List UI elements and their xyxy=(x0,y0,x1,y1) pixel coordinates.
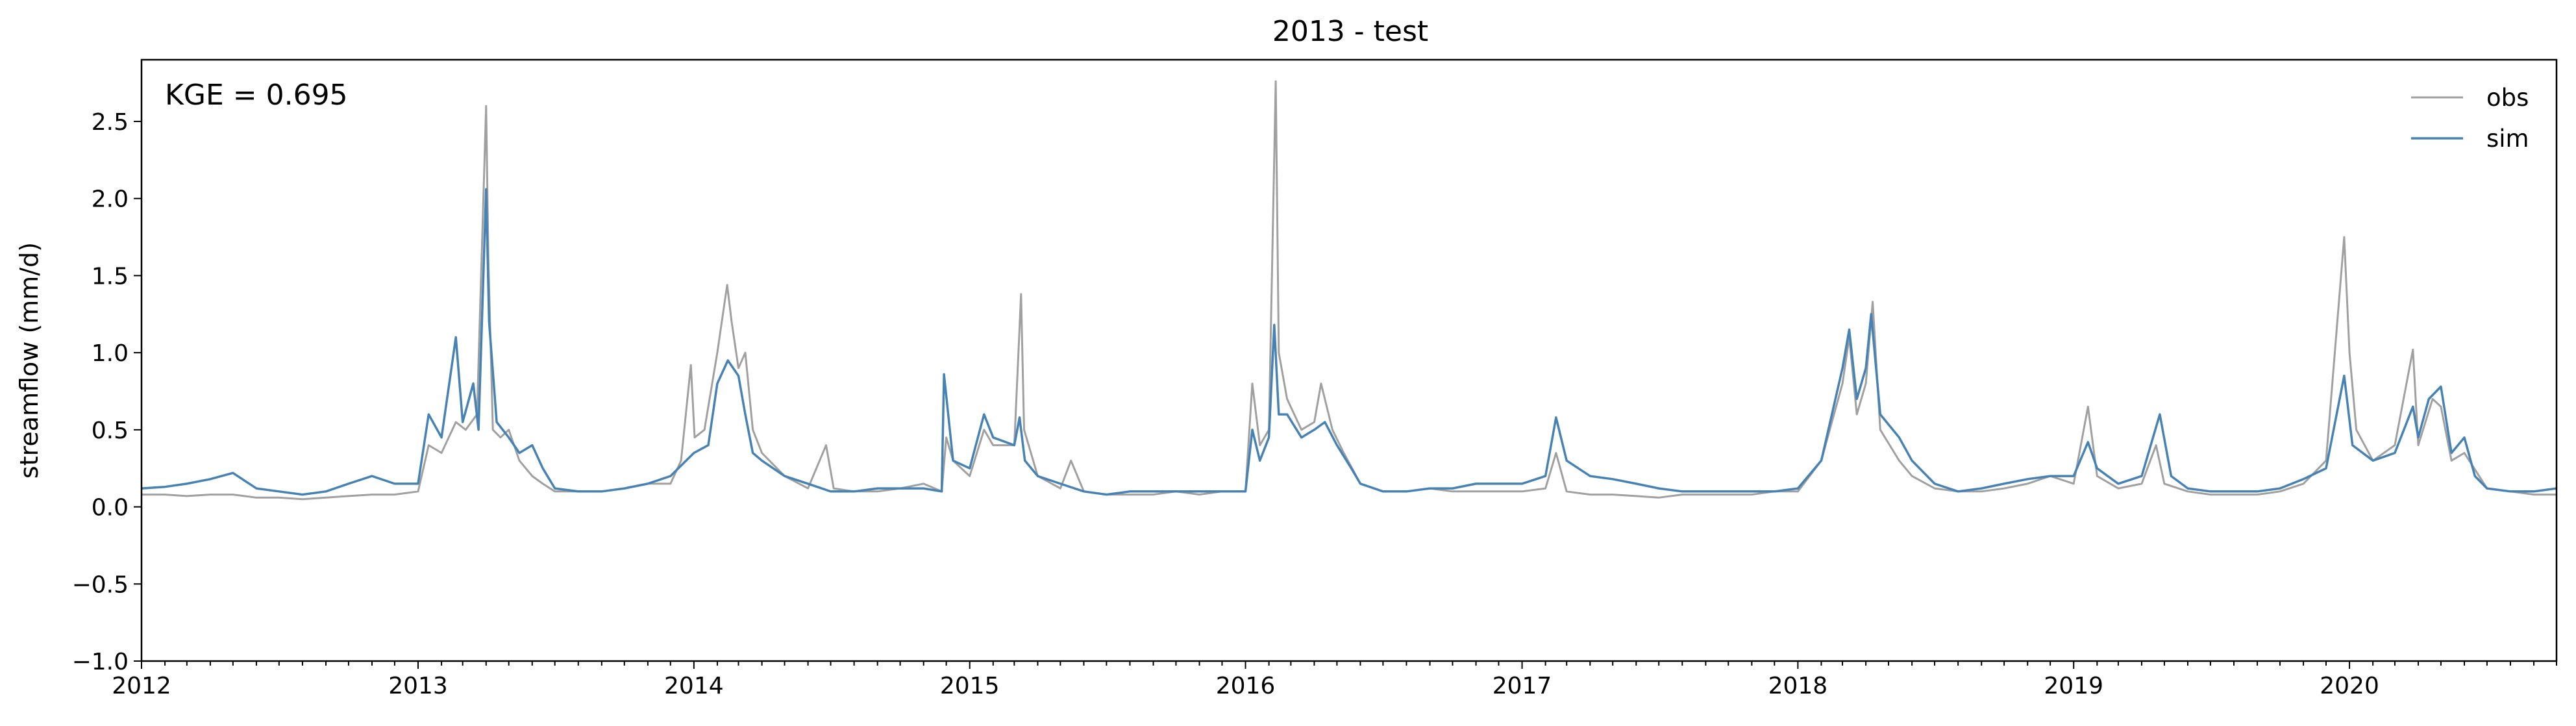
y-tick-label: −0.5 xyxy=(72,571,129,598)
y-tick-label: 0.0 xyxy=(92,495,129,521)
x-tick-label: 2012 xyxy=(112,673,171,699)
x-tick-label: 2020 xyxy=(2320,673,2379,699)
x-tick-label: 2013 xyxy=(388,673,448,699)
x-tick-label: 2016 xyxy=(1216,673,1276,699)
x-tick-label: 2014 xyxy=(664,673,724,699)
y-tick-label: 0.5 xyxy=(92,418,129,444)
x-tick-label: 2018 xyxy=(1768,673,1828,699)
kge-annotation: KGE = 0.695 xyxy=(165,79,348,112)
x-tick-label: 2019 xyxy=(2044,673,2103,699)
legend-label-sim: sim xyxy=(2486,125,2529,153)
plot-frame xyxy=(142,60,2557,661)
x-tick-label: 2017 xyxy=(1492,673,1552,699)
y-tick-label: 2.0 xyxy=(92,186,129,213)
x-axis: 2012 2013 2014 2015 2016 2017 2018 2019 2020 xyxy=(112,661,2557,699)
y-tick-label: 1.0 xyxy=(92,340,129,367)
y-tick-label: −1.0 xyxy=(72,649,129,675)
legend-label-obs: obs xyxy=(2486,84,2529,112)
y-tick-label: 2.5 xyxy=(92,109,129,136)
x-tick-label: 2015 xyxy=(940,673,1000,699)
y-axis: −1.0 −0.5 0.0 0.5 1.0 1.5 2.0 2.5 xyxy=(72,109,142,675)
plot-area: 2012 2013 2014 2015 2016 2017 2018 2019 2020 −1.… xyxy=(72,58,2558,699)
series-line-sim xyxy=(141,188,2557,496)
legend: obs sim xyxy=(2411,84,2529,153)
y-tick-label: 1.5 xyxy=(92,263,129,290)
series-layer xyxy=(141,80,2557,501)
chart-title: 2013 - test xyxy=(1272,15,1428,48)
y-axis-label: streamflow (mm/d) xyxy=(15,242,43,479)
axes-frame xyxy=(140,58,2558,662)
